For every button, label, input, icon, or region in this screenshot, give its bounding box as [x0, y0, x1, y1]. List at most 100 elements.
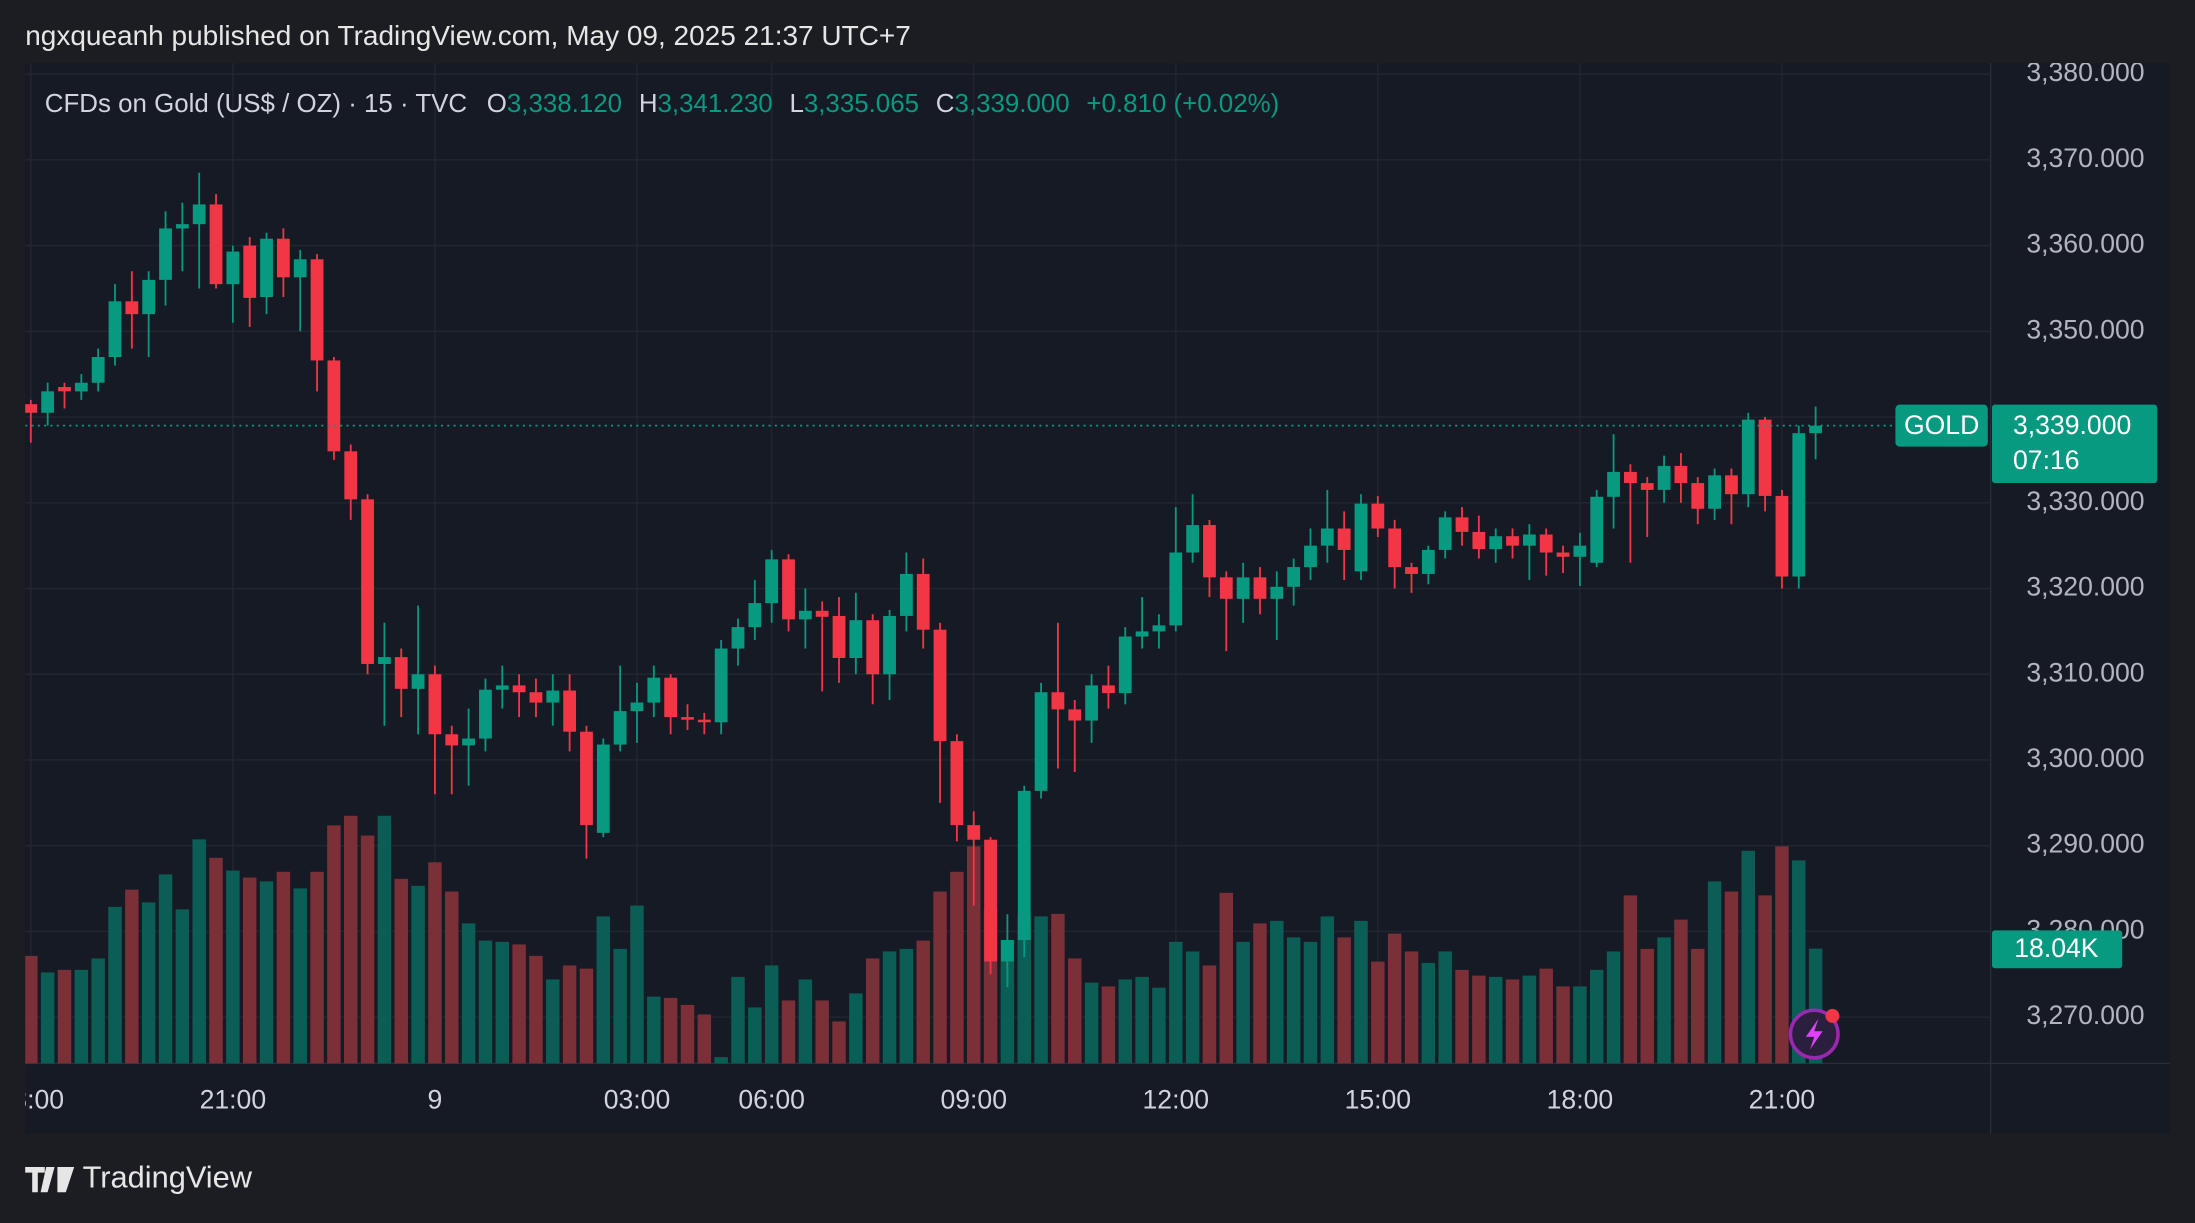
volume-bar	[1775, 846, 1789, 1064]
last-price-label: 3,339.000	[2013, 410, 2131, 440]
candle-body	[1118, 636, 1132, 694]
candle-body	[967, 825, 981, 840]
volume-bar	[1758, 895, 1772, 1064]
candle-body	[1068, 709, 1082, 721]
candle-body	[546, 690, 560, 703]
y-tick-label: 3,380.000	[2026, 57, 2144, 87]
candle-body	[1304, 545, 1317, 568]
candle-body	[1741, 419, 1755, 495]
candle-body	[613, 711, 627, 745]
candle-body	[681, 717, 694, 720]
volume-bar	[680, 1004, 695, 1064]
volume-bar	[1185, 951, 1200, 1064]
volume-bar	[276, 871, 291, 1064]
candle-body	[394, 657, 408, 689]
candle-body	[1607, 471, 1620, 497]
candle-body	[1135, 631, 1149, 637]
volume-bar	[125, 889, 139, 1064]
volume-bar	[343, 815, 358, 1064]
y-tick-label: 3,330.000	[2026, 486, 2144, 516]
candle-body	[1017, 790, 1031, 941]
alert-icon[interactable]	[1788, 1008, 1840, 1060]
candle-body	[1472, 531, 1486, 550]
price-badge	[1992, 404, 2158, 483]
volume-bar	[192, 839, 206, 1064]
candle-body	[142, 279, 156, 315]
volume-bar	[74, 969, 89, 1064]
candle-body	[361, 499, 374, 664]
volume-bar	[1573, 986, 1587, 1064]
candle-body	[1624, 471, 1637, 484]
volume-bar	[798, 979, 813, 1064]
candle-body	[1573, 545, 1587, 557]
volume-bar	[495, 941, 510, 1064]
volume-bar	[596, 916, 611, 1064]
volume-bar	[933, 891, 947, 1064]
candle-body	[58, 387, 71, 392]
volume-bar	[1286, 937, 1301, 1064]
candle-body	[411, 674, 425, 689]
volume-bar	[882, 951, 897, 1064]
candle-body	[1051, 692, 1065, 710]
volume-bar	[360, 835, 375, 1064]
candle-body	[1657, 465, 1671, 490]
volume-bar	[394, 878, 408, 1064]
y-tick-label: 3,360.000	[2026, 229, 2144, 259]
candle-body	[1725, 475, 1738, 495]
volume-bar	[781, 1000, 796, 1064]
volume-bar	[1488, 976, 1503, 1064]
candle-body	[25, 404, 38, 413]
volume-bar	[411, 885, 425, 1064]
candle-body	[1421, 549, 1435, 574]
ohlc-value: 3,338.120	[507, 90, 622, 118]
candle-body	[209, 204, 223, 285]
candle-body	[1001, 940, 1014, 962]
candle-body	[798, 610, 812, 620]
volume-bar	[714, 1057, 728, 1064]
candle-body	[74, 382, 88, 392]
candle-body	[125, 301, 139, 315]
candle-body	[1590, 496, 1604, 563]
volume-bar	[1337, 937, 1351, 1064]
volume-bar	[57, 969, 72, 1064]
candle-body	[243, 245, 257, 298]
volume-bar	[1303, 941, 1318, 1064]
candle-body	[192, 204, 206, 225]
volume-bar	[815, 1000, 829, 1064]
volume-bar	[562, 965, 577, 1064]
volume-bar	[1438, 951, 1452, 1064]
candle-body	[529, 692, 543, 703]
volume-bar	[966, 846, 981, 1064]
volume-bar	[141, 902, 156, 1064]
brand[interactable]: TradingView	[25, 1160, 253, 1195]
candle-body	[1522, 534, 1536, 546]
volume-bar	[1202, 965, 1217, 1064]
candle-body	[984, 839, 997, 962]
candle-body	[1337, 528, 1351, 550]
candle-body	[1405, 567, 1418, 574]
candle-body	[1219, 577, 1233, 599]
volume-bar	[1724, 891, 1739, 1064]
candle-body	[226, 251, 240, 285]
time-axis: 18:00 21:00 9 03:00 06:00 09:00 12:00 15:00 18:0…	[25, 1084, 1815, 1114]
candle-body	[378, 657, 391, 664]
volume-bar	[327, 825, 341, 1064]
volume-bar	[1505, 979, 1520, 1064]
volume-bar	[697, 1014, 712, 1064]
volume-bar	[950, 871, 964, 1064]
volume-bar	[1270, 920, 1284, 1064]
candle-body	[512, 685, 526, 693]
volume-bar	[1455, 969, 1469, 1064]
publish-line: ngxqueanh published on TradingView.com, …	[25, 20, 911, 51]
volume-bar	[40, 972, 55, 1064]
symbol-label: GOLD	[1904, 410, 1979, 440]
volume-bar	[377, 815, 392, 1064]
candle-body	[1455, 517, 1469, 532]
candle-body	[849, 620, 863, 658]
volume-bar	[91, 958, 105, 1064]
volume-bar	[1371, 961, 1385, 1064]
countdown: 07:16	[2013, 445, 2080, 475]
volume-bar	[25, 955, 38, 1064]
volume-bar	[1741, 850, 1755, 1064]
candle-body	[1691, 483, 1705, 509]
